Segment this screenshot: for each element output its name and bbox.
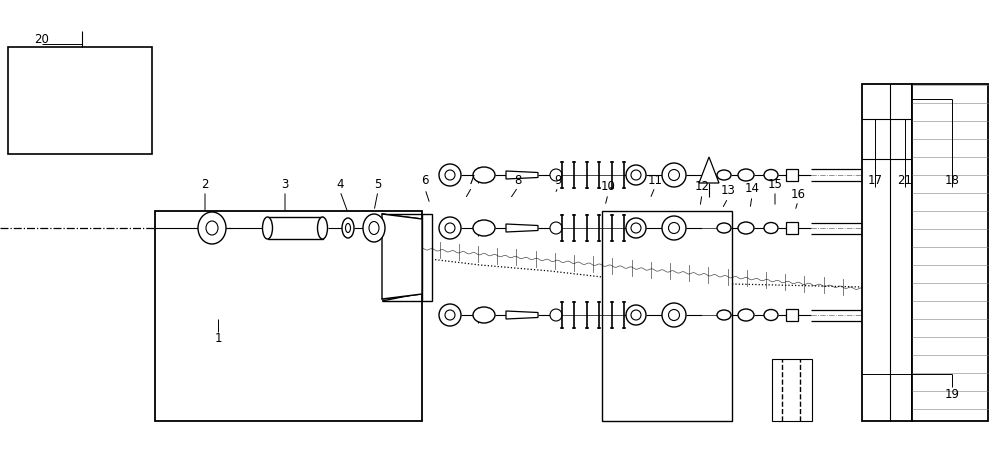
- Polygon shape: [506, 311, 538, 319]
- Circle shape: [550, 309, 562, 321]
- Text: 7: 7: [468, 175, 476, 188]
- Bar: [602, 211, 732, 421]
- Bar: [862, 167, 884, 183]
- Ellipse shape: [473, 167, 495, 183]
- Circle shape: [550, 222, 562, 234]
- Text: 20: 20: [35, 32, 49, 45]
- Circle shape: [668, 309, 680, 321]
- Circle shape: [626, 305, 646, 325]
- Circle shape: [445, 170, 455, 180]
- Text: 16: 16: [790, 188, 806, 201]
- Bar: [912, 84, 988, 421]
- Bar: [772, 359, 812, 421]
- Ellipse shape: [318, 217, 328, 239]
- Circle shape: [631, 310, 641, 320]
- Circle shape: [626, 165, 646, 185]
- Text: 19: 19: [944, 387, 960, 401]
- Text: 12: 12: [694, 180, 710, 194]
- Text: 11: 11: [648, 175, 662, 188]
- Text: 17: 17: [868, 175, 883, 188]
- Text: 6: 6: [421, 175, 429, 188]
- Bar: [862, 307, 884, 323]
- Ellipse shape: [738, 309, 754, 321]
- Text: 10: 10: [601, 180, 615, 194]
- Ellipse shape: [764, 309, 778, 321]
- Polygon shape: [506, 224, 538, 232]
- Ellipse shape: [206, 221, 218, 235]
- Text: 8: 8: [514, 175, 522, 188]
- Text: 15: 15: [768, 177, 782, 190]
- Text: 2: 2: [201, 177, 209, 190]
- Bar: [862, 84, 912, 421]
- Ellipse shape: [717, 310, 731, 320]
- Text: 9: 9: [554, 175, 562, 188]
- Ellipse shape: [717, 223, 731, 233]
- Text: 18: 18: [945, 175, 959, 188]
- Circle shape: [631, 223, 641, 233]
- Bar: [786, 222, 798, 234]
- Text: 4: 4: [336, 177, 344, 190]
- Bar: [786, 309, 798, 321]
- Bar: [8, 47, 152, 154]
- Ellipse shape: [262, 217, 272, 239]
- Bar: [268, 217, 322, 239]
- Polygon shape: [506, 171, 538, 179]
- Text: 3: 3: [281, 177, 289, 190]
- Ellipse shape: [369, 221, 379, 234]
- Ellipse shape: [198, 212, 226, 244]
- Circle shape: [668, 170, 680, 180]
- Text: 13: 13: [721, 185, 735, 198]
- Ellipse shape: [473, 307, 495, 323]
- Circle shape: [439, 164, 461, 186]
- Text: 14: 14: [744, 182, 760, 195]
- Circle shape: [550, 169, 562, 181]
- Text: 1: 1: [214, 333, 222, 345]
- Bar: [786, 169, 798, 181]
- Circle shape: [662, 163, 686, 187]
- Ellipse shape: [738, 222, 754, 234]
- Ellipse shape: [346, 224, 351, 233]
- Text: 21: 21: [898, 175, 913, 188]
- Ellipse shape: [342, 218, 354, 238]
- Ellipse shape: [717, 170, 731, 180]
- Circle shape: [445, 223, 455, 233]
- Polygon shape: [699, 157, 719, 183]
- Ellipse shape: [473, 220, 495, 236]
- Polygon shape: [382, 214, 422, 299]
- Bar: [155, 211, 422, 421]
- Circle shape: [439, 304, 461, 326]
- Ellipse shape: [363, 214, 385, 242]
- Circle shape: [662, 216, 686, 240]
- Ellipse shape: [764, 170, 778, 180]
- Circle shape: [626, 218, 646, 238]
- Circle shape: [631, 170, 641, 180]
- Circle shape: [439, 217, 461, 239]
- Bar: [422, 214, 432, 301]
- Ellipse shape: [764, 223, 778, 233]
- Circle shape: [445, 310, 455, 320]
- Circle shape: [662, 303, 686, 327]
- Circle shape: [668, 223, 680, 233]
- Text: 5: 5: [374, 177, 382, 190]
- Ellipse shape: [738, 169, 754, 181]
- Bar: [862, 220, 884, 236]
